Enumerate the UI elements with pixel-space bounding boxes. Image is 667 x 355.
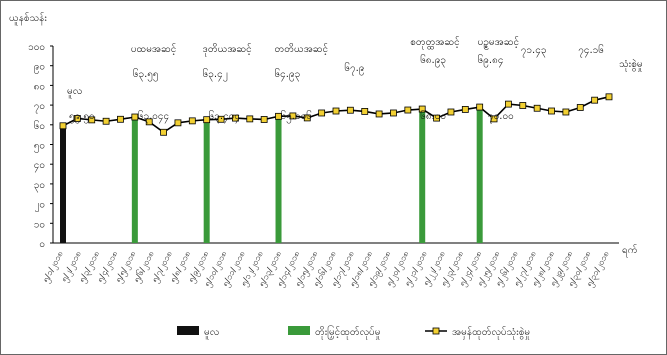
line-layer	[59, 93, 613, 136]
y-tick-label: ၁၀၀	[28, 42, 45, 53]
legend-label-actual: အမှန်ထုတ်လုပ်သုံးစွဲမှု	[452, 325, 530, 340]
series-point-actual	[203, 116, 211, 124]
series-point-actual	[217, 115, 225, 123]
annotation-label: ၅၉.၅၀	[69, 111, 95, 124]
annotation-label: ၆၈.၀၀	[420, 109, 446, 122]
y-tick-label: ၉၀	[34, 62, 45, 75]
series-point-actual	[73, 115, 81, 122]
reduction-bar	[131, 117, 138, 243]
series-point-actual	[461, 106, 469, 113]
series-point-actual	[160, 128, 167, 136]
annotation-label: ၆၃.၀၄၄	[138, 109, 169, 124]
series-point-actual	[246, 115, 254, 123]
series-point-actual	[562, 108, 570, 116]
y-axis-group: ယူနစ်သန်း ၀ ၁၀ ၂၀ ၃၀ ၄၀ ၅၀ ၆၀ ၇၀ ၈၀ ၉၀ ၁၀၀	[9, 11, 54, 250]
series-point-actual	[131, 113, 139, 121]
legend-swatch-base	[177, 326, 199, 335]
series-point-actual	[548, 107, 555, 115]
legend: မူလ တိုးမြှင့်ထုတ်လုပ်မှု အမှန်ထုတ်လုပ်သ…	[177, 324, 530, 340]
series-point-actual	[303, 114, 311, 122]
annotation-label: ပဉ္စမအဆင့်	[478, 35, 519, 50]
series-point-actual	[519, 102, 527, 109]
annotation-label: ဒုတိယအဆင့်	[203, 42, 252, 57]
series-point-actual	[145, 118, 153, 126]
y-tick-labels: ၀ ၁၀ ၂၀ ၃၀ ၄၀ ၅၀ ၆၀ ၇၀ ၈၀ ၉၀ ၁၀၀	[28, 42, 53, 250]
annotation-label: မူလ	[67, 86, 82, 99]
y-tick-label: ၄၀	[34, 160, 45, 173]
annotation-label: ၇၄.၁၆	[578, 43, 604, 58]
reduction-bar	[275, 116, 282, 243]
series-point-actual	[375, 110, 383, 118]
series-point-actual	[88, 116, 96, 124]
annotation-label: သုံးစွဲမှု	[619, 57, 643, 72]
series-point-actual	[433, 114, 440, 122]
y-tick-label: ၇၀	[34, 101, 45, 114]
annotation-label: ၇၁.၄၃	[521, 45, 547, 58]
bars-layer	[60, 107, 483, 243]
x-axis-label: ရက်	[622, 243, 638, 258]
y-tick-label: ၁၀	[34, 219, 45, 230]
series-point-actual	[318, 109, 326, 117]
y-tick-label: ၆၀	[34, 119, 45, 132]
series-point-actual	[404, 106, 412, 114]
series-point-actual	[576, 104, 584, 111]
series-point-actual	[117, 115, 124, 123]
series-point-actual	[476, 103, 484, 111]
series-point-actual	[102, 117, 110, 125]
annotation-label: ၆၄.၉၃	[275, 67, 301, 82]
annotation-label: ၆၃.၄၂	[203, 67, 228, 82]
series-point-actual	[418, 105, 426, 113]
legend-swatch-reduction	[288, 326, 310, 335]
series-point-actual	[505, 100, 512, 108]
annotation-label: ၆၈.၉၃	[420, 53, 446, 68]
series-point-actual	[533, 104, 541, 112]
y-axis-label: ယူနစ်သန်း	[9, 11, 47, 26]
annotations-layer: မူလ ပထမအဆင့် ဒုတိယအဆင့် တတိယအဆင့် စတုတ္ထအဆင့…	[67, 35, 643, 124]
y-tick-label: ၅၀	[34, 141, 45, 154]
annotation-label: ၆၅.၀၀၆	[281, 109, 313, 124]
reduction-bar	[476, 107, 483, 243]
reduction-bar	[203, 119, 210, 243]
annotation-label: ၆၉.၈၄	[478, 53, 504, 68]
x-tick-labels: ၅/၁/၂၀၁၈၅/၂/၂၀၁၈၅/၃/၂၀၁၈၅/၄/၂၀၁၈၅/၅/၂၀၁၈…	[41, 249, 613, 289]
series-point-actual	[232, 114, 239, 122]
series-point-actual	[188, 117, 196, 125]
series-point-actual	[447, 108, 455, 116]
base-bar	[60, 125, 66, 243]
annotation-label: တတိယအဆင့်	[275, 42, 329, 56]
y-tick-label: ၈၀	[34, 81, 45, 92]
y-tick-label: ၀	[39, 239, 45, 250]
legend-marker-actual	[432, 327, 440, 335]
annotation-label: ၇၀.၀၀	[488, 111, 514, 124]
series-point-actual	[361, 108, 369, 115]
series-point-actual	[275, 112, 282, 120]
series-point-actual	[390, 109, 397, 117]
series-point-actual	[174, 119, 182, 127]
legend-label-base: မူလ	[204, 327, 219, 340]
y-tick-label: ၃၀	[34, 180, 45, 193]
series-point-actual	[260, 116, 268, 123]
series-point-actual	[289, 112, 297, 120]
x-axis-group: ရက် ၅/၁/၂၀၁၈၅/၂/၂၀၁၈၅/၃/၂၀၁၈၅/၄/၂၀၁၈၅/၅/…	[41, 242, 638, 289]
legend-label-reduction: တိုးမြှင့်ထုတ်လုပ်မှု	[315, 324, 380, 340]
annotation-label: ပထမအဆင့်	[131, 42, 176, 56]
series-point-actual	[346, 106, 354, 114]
annotation-label: ၆၃.၄၀၄	[209, 109, 240, 124]
series-point-actual	[332, 107, 340, 115]
y-tick-label: ၂၀	[34, 200, 45, 213]
annotation-label: ၆၇.၉	[344, 61, 364, 76]
series-point-actual	[490, 115, 498, 123]
annotation-label: စတုတ္ထအဆင့်	[410, 35, 460, 50]
series-point-actual	[59, 122, 67, 130]
reduction-bar	[419, 109, 426, 243]
annotation-label: ၆၃.၅၅	[133, 67, 159, 82]
series-point-actual	[591, 96, 599, 104]
series-point-actual	[605, 93, 613, 101]
